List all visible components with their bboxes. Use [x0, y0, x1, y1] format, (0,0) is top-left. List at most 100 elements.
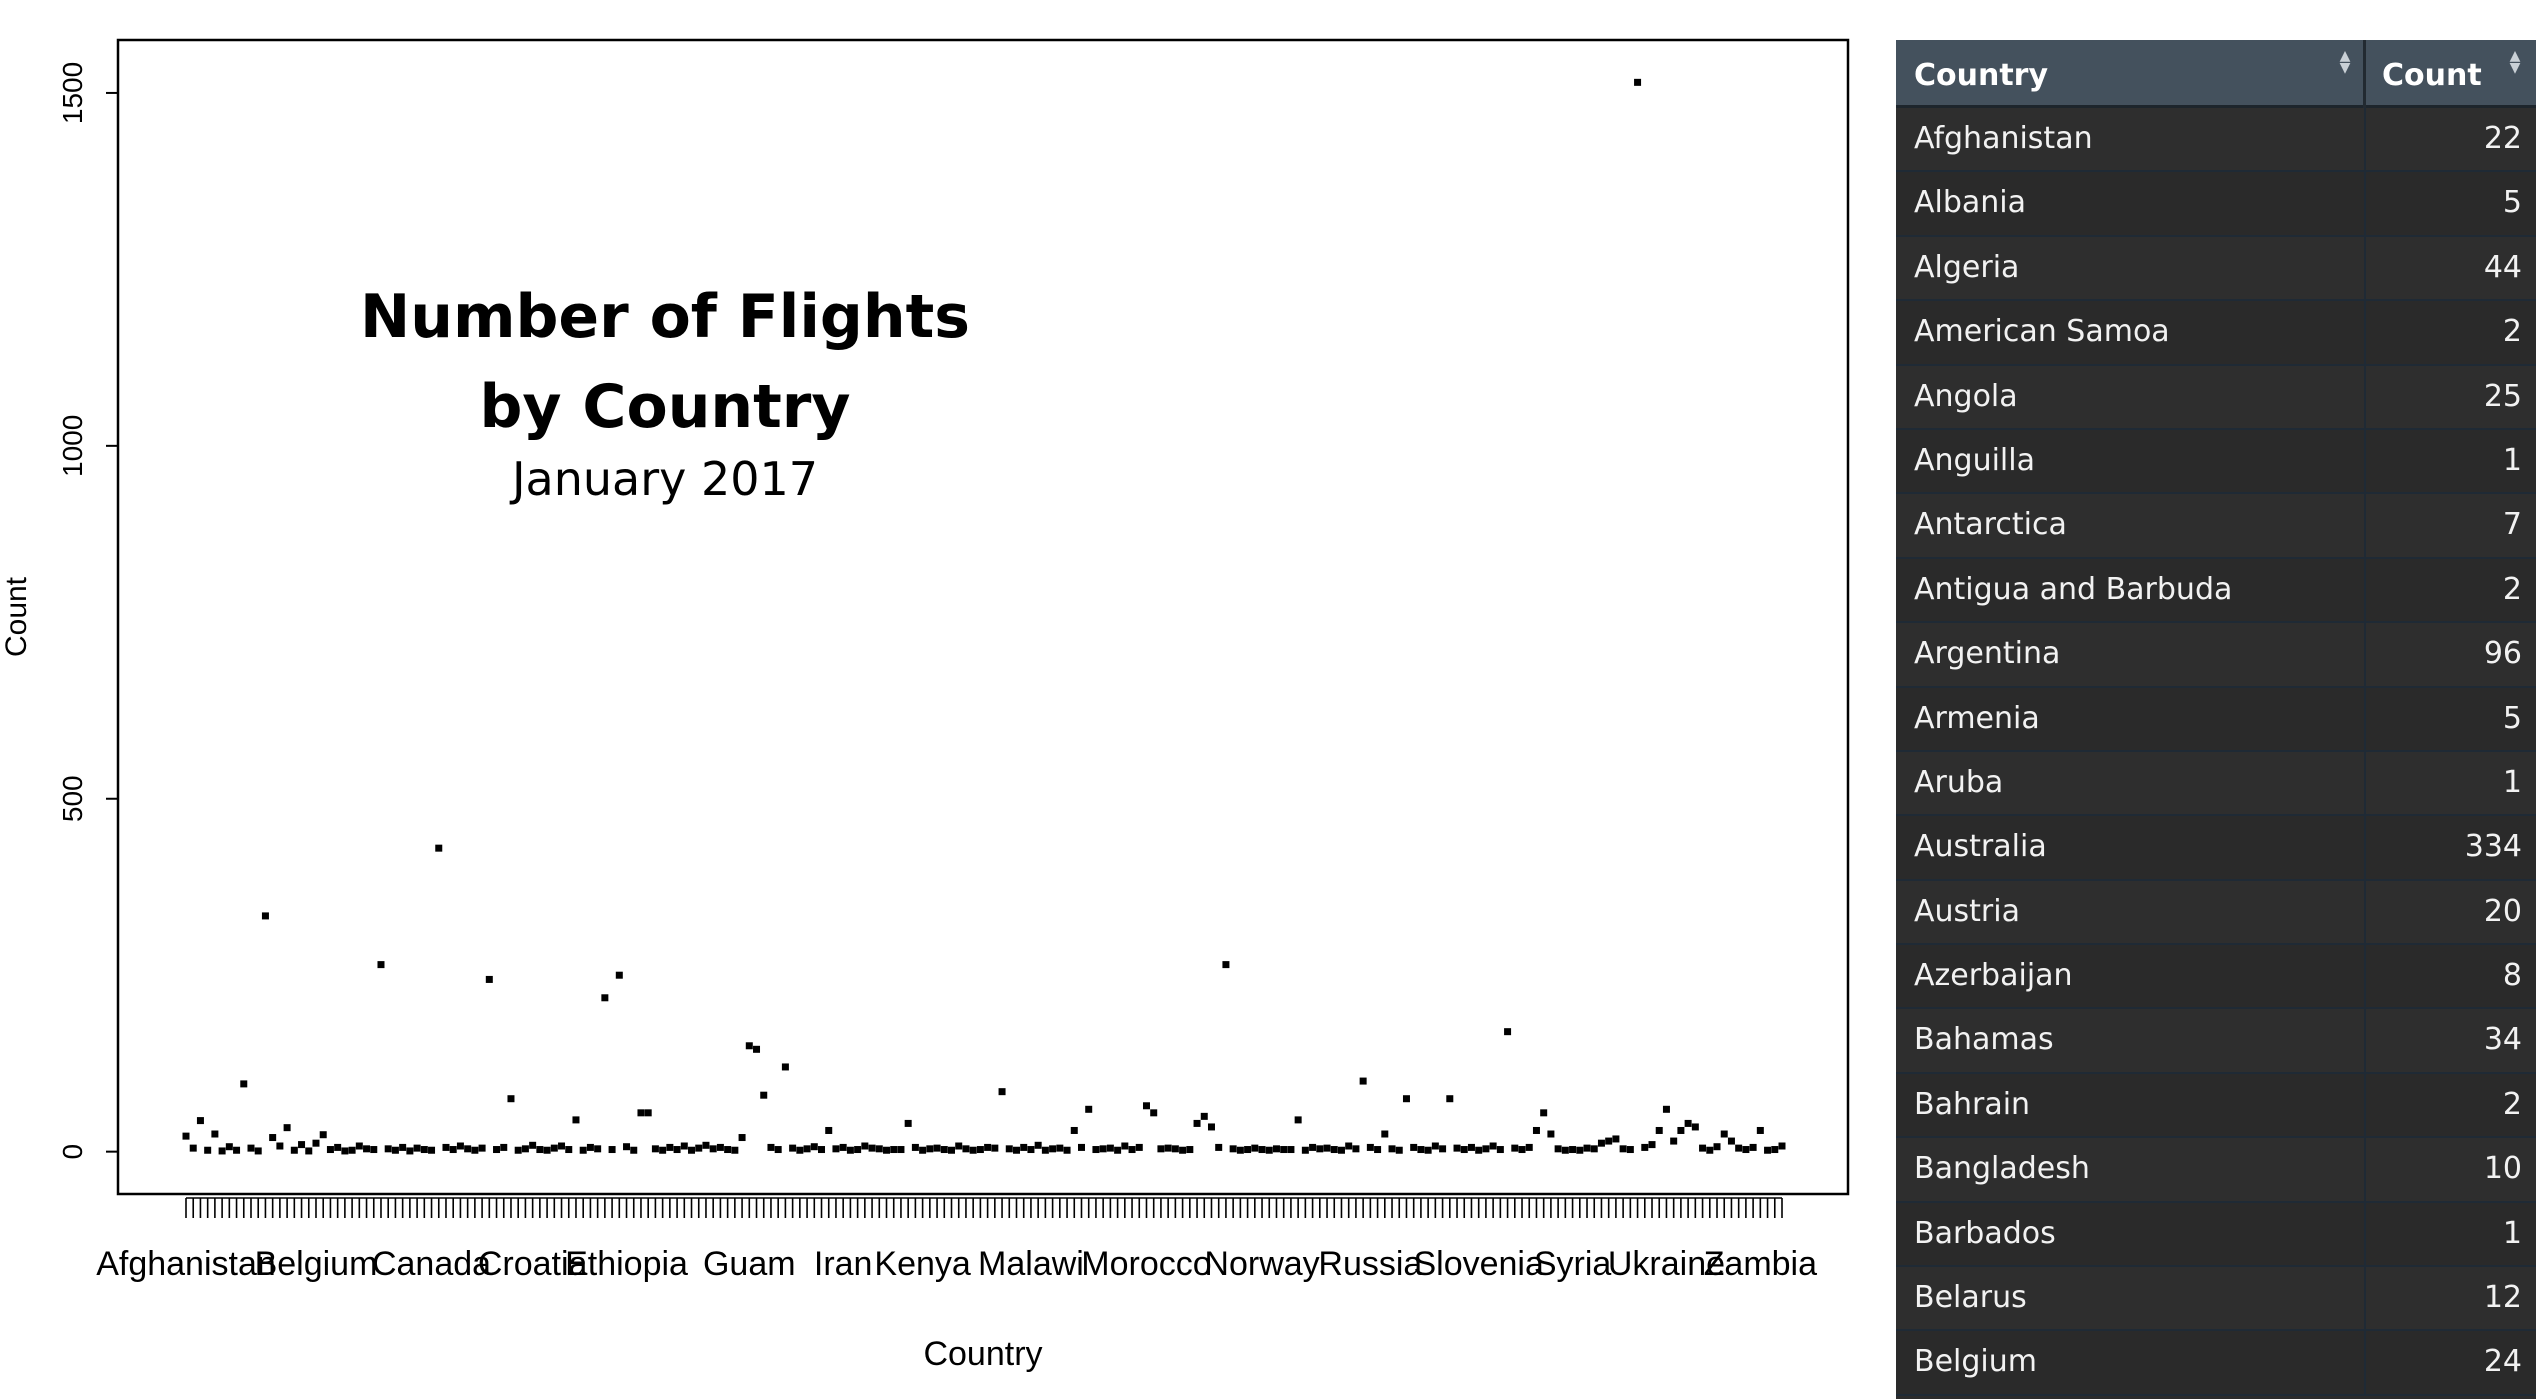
cell-country: Albania [1896, 172, 2366, 235]
data-point [1099, 1145, 1107, 1153]
table-row[interactable]: Albania 5 [1896, 172, 2536, 237]
data-point [1475, 1146, 1483, 1154]
data-point [890, 1146, 898, 1154]
data-point [233, 1146, 241, 1154]
table-row[interactable]: Bangladesh 10 [1896, 1138, 2536, 1203]
data-point [1142, 1102, 1150, 1110]
sort-icon[interactable]: ▲ ▼ [2509, 48, 2521, 76]
data-point [716, 1143, 724, 1151]
data-point [745, 1042, 753, 1050]
data-point [1114, 1146, 1122, 1154]
data-point [659, 1146, 667, 1154]
table-row[interactable]: Antigua and Barbuda 2 [1896, 558, 2536, 624]
data-point [991, 1144, 999, 1152]
y-tick-label: 1500 [57, 62, 88, 124]
table-row[interactable]: Australia 334 [1896, 816, 2536, 881]
data-point [760, 1091, 768, 1099]
data-point [485, 975, 493, 983]
data-point [1554, 1145, 1562, 1153]
x-tick-label: Slovenia [1413, 1245, 1544, 1283]
data-point [673, 1146, 681, 1154]
table-row[interactable]: Anguilla 1 [1896, 429, 2536, 495]
cell-country: Afghanistan [1896, 108, 2366, 171]
data-point [406, 1147, 414, 1155]
plot-frame [116, 38, 1850, 1196]
x-tick-label: Russia [1318, 1245, 1422, 1283]
data-point [1756, 1126, 1764, 1134]
x-tick-label: Croatia [478, 1245, 588, 1283]
table-row[interactable]: Angola 25 [1896, 365, 2536, 430]
data-point [1222, 961, 1230, 969]
table-row[interactable]: Bahamas 34 [1896, 1009, 2536, 1074]
table-row[interactable]: Argentina 96 [1896, 623, 2536, 688]
data-point [1605, 1137, 1613, 1145]
data-point [478, 1144, 486, 1152]
data-point [435, 844, 443, 852]
data-point [1778, 1142, 1786, 1150]
data-point [1590, 1145, 1598, 1153]
data-point [1410, 1143, 1418, 1151]
table-row[interactable]: Algeria 44 [1896, 236, 2536, 302]
cell-count: 334 [2464, 829, 2522, 865]
cell-country: Algeria [1896, 236, 2366, 300]
data-point [1417, 1146, 1425, 1154]
table-row[interactable]: Armenia 5 [1896, 687, 2536, 752]
table-row[interactable]: Afghanistan 22 [1896, 108, 2536, 173]
data-point [1706, 1146, 1714, 1154]
data-point [810, 1143, 818, 1151]
data-point [1352, 1145, 1360, 1153]
data-point [1540, 1109, 1548, 1117]
data-point [1655, 1126, 1663, 1134]
cell-count: 10 [2483, 1151, 2522, 1187]
cell-country: Anguilla [1896, 429, 2366, 493]
data-point [1735, 1144, 1743, 1152]
x-tick-label: Kenya [874, 1245, 970, 1283]
data-point [1179, 1146, 1187, 1154]
sort-icon[interactable]: ▲ ▼ [2339, 48, 2351, 76]
data-point [1106, 1144, 1114, 1152]
data-point [948, 1146, 956, 1154]
data-point [341, 1147, 349, 1155]
country-count-table[interactable]: Country ▲ ▼ Count ▲ ▼ Afghanistan 22 Albania… [1896, 40, 2536, 1399]
table-row[interactable]: Aruba 1 [1896, 751, 2536, 817]
data-point [1532, 1126, 1540, 1134]
data-point [774, 1146, 782, 1154]
data-point [702, 1141, 710, 1149]
cell-count: 7 [2502, 507, 2522, 543]
cell-count: 5 [2502, 700, 2522, 736]
cell-country: Azerbaijan [1896, 945, 2366, 1008]
data-point [550, 1144, 558, 1152]
data-point [1662, 1105, 1670, 1113]
cell-count: 44 [2483, 249, 2522, 285]
data-point [1294, 1116, 1302, 1124]
data-point [1215, 1143, 1223, 1151]
table-row[interactable]: Azerbaijan 8 [1896, 945, 2536, 1010]
data-point [688, 1146, 696, 1154]
cell-country: American Samoa [1896, 301, 2366, 364]
cell-count: 25 [2483, 378, 2522, 414]
data-point [962, 1145, 970, 1153]
data-point [984, 1143, 992, 1151]
data-point [601, 994, 609, 1002]
table-row[interactable]: Bahrain 2 [1896, 1073, 2536, 1139]
data-point [586, 1143, 594, 1151]
table-row[interactable]: Barbados 1 [1896, 1202, 2536, 1268]
cell-country: Bahamas [1896, 1009, 2366, 1072]
y-axis-label: Count [0, 576, 33, 657]
data-point [1272, 1145, 1280, 1153]
table-row[interactable]: Belgium 24 [1896, 1331, 2536, 1396]
data-point [1280, 1146, 1288, 1154]
data-point [1619, 1145, 1627, 1153]
data-point [846, 1146, 854, 1154]
column-header-country[interactable]: Country ▲ ▼ [1896, 40, 2366, 108]
data-point [384, 1145, 392, 1153]
table-row[interactable]: Antarctica 7 [1896, 494, 2536, 559]
data-point [1395, 1146, 1403, 1154]
table-row[interactable]: Belarus 12 [1896, 1267, 2536, 1332]
data-point [261, 912, 269, 920]
column-header-count[interactable]: Count ▲ ▼ [2366, 40, 2536, 108]
data-point [1496, 1146, 1504, 1154]
table-row[interactable]: American Samoa 2 [1896, 301, 2536, 366]
data-point [189, 1144, 197, 1152]
table-row[interactable]: Austria 20 [1896, 880, 2536, 946]
